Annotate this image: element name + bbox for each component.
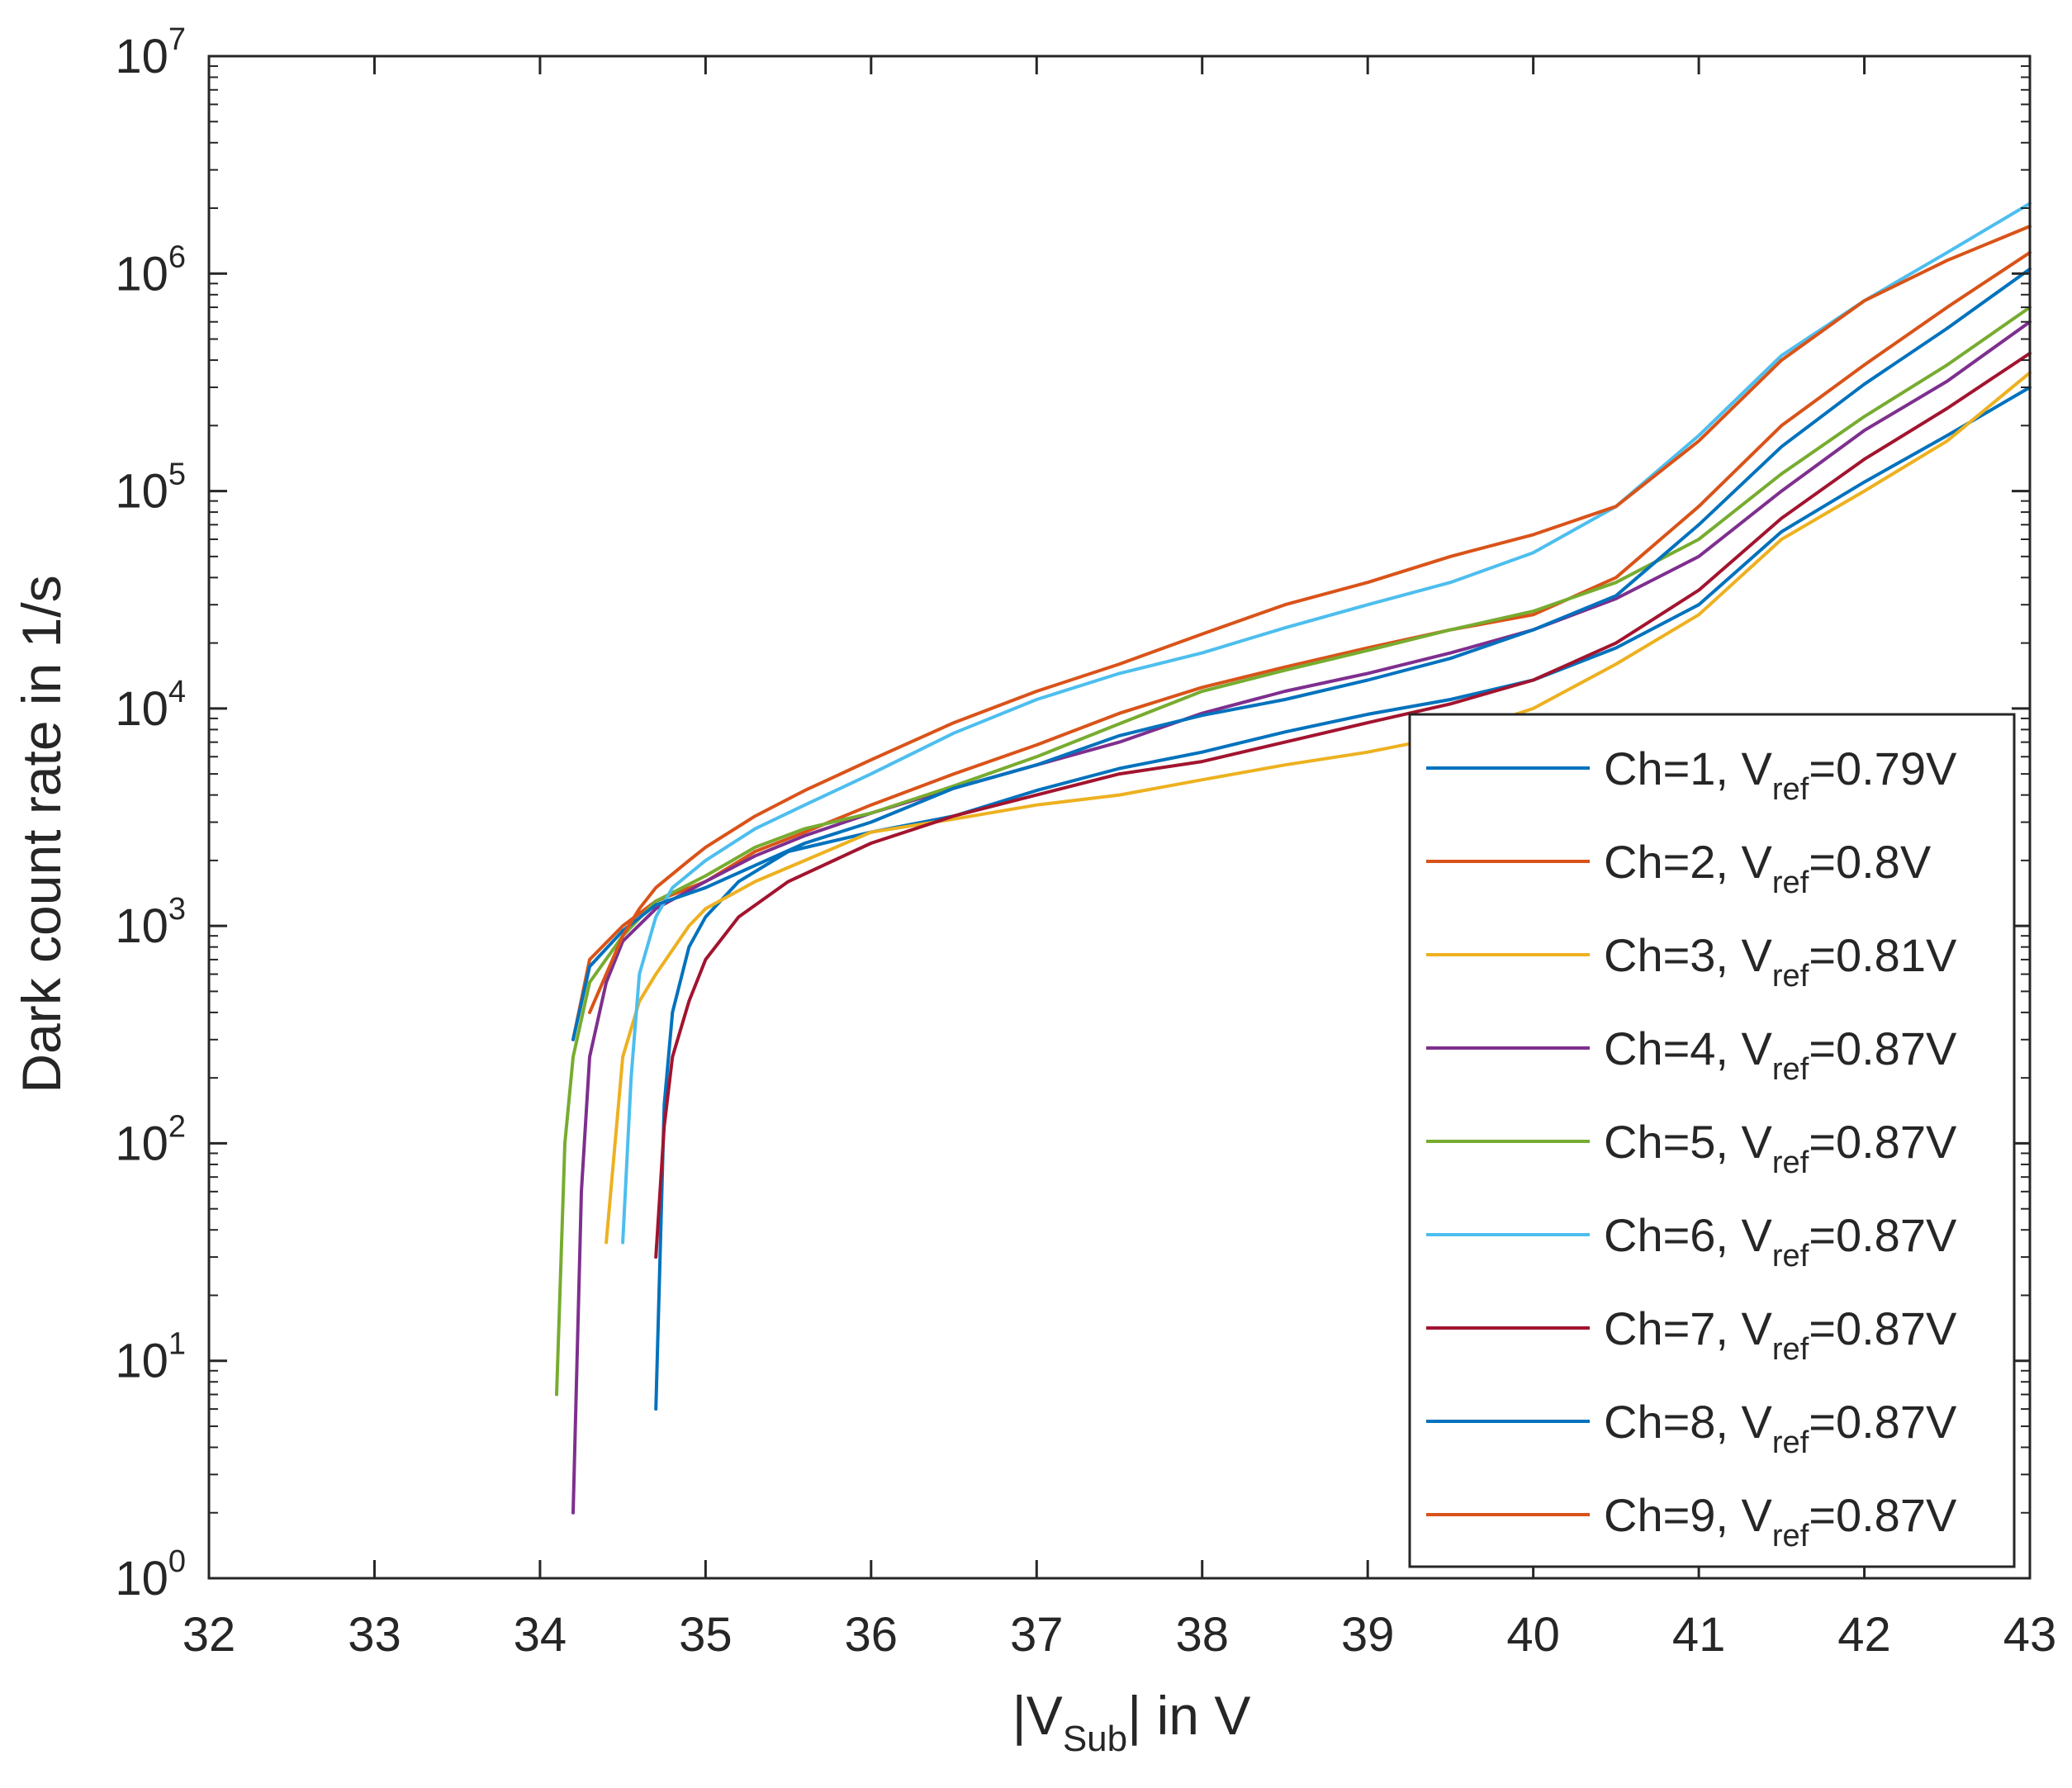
y-tick-exponent: 1 <box>168 1327 186 1362</box>
series-line-ch9 <box>588 225 2032 1014</box>
series-line-ch8 <box>571 267 2032 1041</box>
y-tick-label: 100 <box>115 1544 186 1605</box>
plot-frame <box>207 55 2032 1580</box>
legend-label-ch6: Ch=6, Vref=0.87V <box>1604 1209 1957 1273</box>
legend-label-sub: ref <box>1772 1239 1809 1273</box>
y-tick-base: 10 <box>115 30 168 83</box>
legend-label-sub: ref <box>1772 1052 1809 1087</box>
x-tick-label: 41 <box>1672 1608 1726 1662</box>
legend-label-sub: ref <box>1772 866 1809 900</box>
legend-label-sub: ref <box>1772 1332 1809 1367</box>
series-line-ch4 <box>571 320 2032 1515</box>
x-tick-label: 43 <box>2003 1608 2057 1662</box>
y-tick-exponent: 4 <box>168 675 186 709</box>
legend-label-sub: ref <box>1772 959 1809 994</box>
legend-label-prefix: Ch=7, V <box>1604 1302 1773 1354</box>
y-tick-base: 10 <box>115 1117 168 1170</box>
y-tick-exponent: 2 <box>168 1109 186 1144</box>
y-tick-base: 10 <box>115 1552 168 1605</box>
x-tick-label: 32 <box>183 1608 236 1662</box>
legend-label-suffix: =0.87V <box>1809 1022 1957 1074</box>
x-tick-label: 40 <box>1506 1608 1560 1662</box>
series-line-ch5 <box>555 306 2032 1397</box>
legend-label-ch7: Ch=7, Vref=0.87V <box>1604 1302 1957 1367</box>
y-tick-exponent: 6 <box>168 240 186 274</box>
x-tick-label: 35 <box>679 1608 733 1662</box>
y-tick-base: 10 <box>115 247 168 301</box>
legend-label-ch3: Ch=3, Vref=0.81V <box>1604 929 1957 994</box>
legend-label-ch9: Ch=9, Vref=0.87V <box>1604 1489 1957 1553</box>
legend-label-prefix: Ch=2, V <box>1604 836 1773 888</box>
legend-label-sub: ref <box>1772 1145 1809 1180</box>
series-line-ch3 <box>605 371 2032 1245</box>
x-tick-label: 37 <box>1010 1608 1064 1662</box>
x-tick-label: 38 <box>1175 1608 1229 1662</box>
legend-label-ch1: Ch=1, Vref=0.79V <box>1604 742 1957 807</box>
y-tick-exponent: 5 <box>168 458 186 492</box>
legend-label-suffix: =0.87V <box>1809 1209 1957 1261</box>
y-tick-label: 105 <box>115 458 186 519</box>
y-tick-label: 101 <box>115 1327 186 1388</box>
x-tick-labels: 32 33 34 35 36 37 38 39 40 41 42 43 <box>183 1608 2057 1662</box>
legend-label-ch8: Ch=8, Vref=0.87V <box>1604 1396 1957 1460</box>
y-tick-label: 103 <box>115 892 186 953</box>
series-line-ch2 <box>571 250 2032 1041</box>
legend-label-prefix: Ch=4, V <box>1604 1022 1773 1074</box>
y-tick-exponent: 7 <box>168 22 186 57</box>
legend-label-ch2: Ch=2, Vref=0.8V <box>1604 836 1932 900</box>
x-tick-label: 33 <box>348 1608 401 1662</box>
x-axis-title-prefix: |V <box>1012 1685 1063 1746</box>
legend-label-suffix: =0.87V <box>1809 1302 1957 1354</box>
x-tick-label: 34 <box>514 1608 567 1662</box>
legend-label-suffix: =0.8V <box>1809 836 1932 888</box>
y-axis-title: Dark count rate in 1/s <box>11 575 72 1093</box>
series-layer <box>555 202 2032 1515</box>
legend-label-suffix: =0.87V <box>1809 1116 1957 1168</box>
y-tick-base: 10 <box>115 465 168 519</box>
y-tick-base: 10 <box>115 899 168 953</box>
legend-label-suffix: =0.81V <box>1809 929 1957 981</box>
y-tick-label: 106 <box>115 240 186 301</box>
series-line-ch6 <box>621 202 2032 1245</box>
axes-layer <box>207 55 2032 1580</box>
x-axis-title: |VSub| in V <box>1012 1685 1251 1759</box>
y-tick-base: 10 <box>115 1335 168 1388</box>
y-tick-exponent: 3 <box>168 892 186 927</box>
series-line-ch7 <box>654 351 2032 1259</box>
y-tick-label: 107 <box>115 22 186 83</box>
legend-label-prefix: Ch=5, V <box>1604 1116 1773 1168</box>
legend-label-prefix: Ch=9, V <box>1604 1489 1773 1541</box>
legend-label-sub: ref <box>1772 1519 1809 1553</box>
y-tick-exponent: 0 <box>168 1544 186 1579</box>
legend-box <box>1408 713 2016 1568</box>
legend-label-suffix: =0.87V <box>1809 1396 1957 1448</box>
legend-label-sub: ref <box>1772 1425 1809 1460</box>
x-axis-title-sub: Sub <box>1063 1719 1127 1759</box>
legend-label-prefix: Ch=8, V <box>1604 1396 1773 1448</box>
y-tick-label: 104 <box>115 675 186 736</box>
x-tick-label: 42 <box>1837 1608 1891 1662</box>
legend-label-ch4: Ch=4, Vref=0.87V <box>1604 1022 1957 1087</box>
legend-label-prefix: Ch=1, V <box>1604 742 1773 794</box>
y-tick-label: 102 <box>115 1109 186 1170</box>
legend-label-ch5: Ch=5, Vref=0.87V <box>1604 1116 1957 1180</box>
x-tick-label: 39 <box>1341 1608 1395 1662</box>
legend-label-prefix: Ch=3, V <box>1604 929 1773 981</box>
legend-label-suffix: =0.79V <box>1809 742 1957 794</box>
x-axis-title-suffix: | in V <box>1127 1685 1250 1746</box>
x-tick-label: 36 <box>845 1608 898 1662</box>
legend-label-suffix: =0.87V <box>1809 1489 1957 1541</box>
legend-label-sub: ref <box>1772 772 1809 807</box>
legend-label-prefix: Ch=6, V <box>1604 1209 1773 1261</box>
series-line-ch1 <box>654 386 2032 1411</box>
y-tick-base: 10 <box>115 682 168 736</box>
